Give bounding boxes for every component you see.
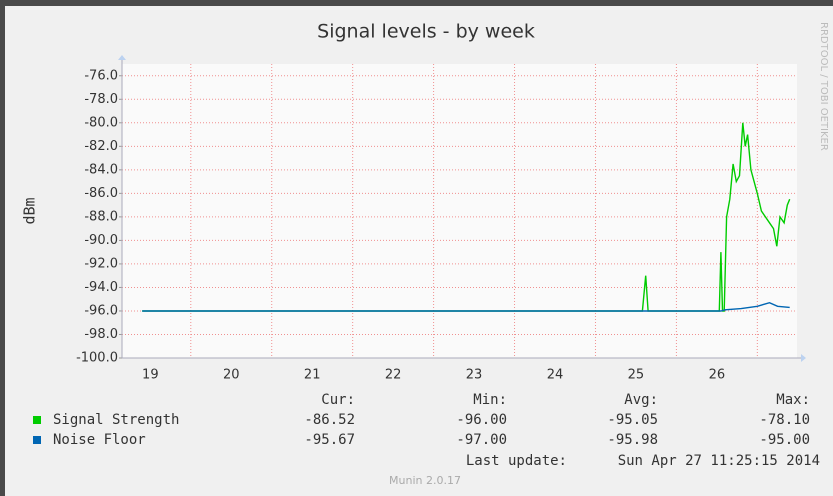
legend-stat: -86.52 <box>304 412 355 428</box>
x-tick-label: 20 <box>223 368 240 383</box>
x-tick-label: 25 <box>628 368 645 383</box>
x-tick-label: 22 <box>385 368 402 383</box>
axis-arrow <box>801 354 806 362</box>
legend-stat: -95.00 <box>759 432 810 448</box>
y-tick-label: -80.0 <box>84 115 118 130</box>
y-tick-label: -92.0 <box>84 256 118 271</box>
y-tick-label: -78.0 <box>84 92 118 107</box>
y-axis-label: dBm <box>21 197 39 224</box>
y-tick-label: -96.0 <box>84 303 118 318</box>
y-tick-label: -86.0 <box>84 186 118 201</box>
legend-stat: -78.10 <box>759 412 810 428</box>
x-tick-label: 23 <box>466 368 483 383</box>
side-text: RRDTOOL / TOBI OETIKER <box>818 22 829 151</box>
legend-stat: -95.05 <box>607 412 658 428</box>
legend-stat: -97.00 <box>456 432 507 448</box>
y-tick-label: -76.0 <box>84 68 118 83</box>
x-tick-label: 26 <box>709 368 726 383</box>
x-tick-label: 24 <box>547 368 564 383</box>
legend-header: Max: <box>776 392 810 408</box>
legend-stat: -95.67 <box>304 432 355 448</box>
last-update-label: Last update: <box>466 453 567 469</box>
plot-area <box>122 64 797 358</box>
legend-header: Cur: <box>321 392 355 408</box>
legend-swatch <box>33 436 41 444</box>
legend-header: Avg: <box>624 392 658 408</box>
y-tick-label: -90.0 <box>84 233 118 248</box>
legend-swatch <box>33 416 41 424</box>
axis-arrow <box>118 55 126 60</box>
chart-title: Signal levels - by week <box>317 21 535 43</box>
y-tick-label: -98.0 <box>84 327 118 342</box>
series-line <box>142 301 790 312</box>
y-tick-label: -94.0 <box>84 280 118 295</box>
x-tick-label: 21 <box>304 368 321 383</box>
y-tick-label: -88.0 <box>84 209 118 224</box>
legend-stat: -95.98 <box>607 432 658 448</box>
y-tick-label: -82.0 <box>84 139 118 154</box>
y-tick-label: -84.0 <box>84 162 118 177</box>
legend-label: Noise Floor <box>53 432 146 448</box>
footer: Munin 2.0.17 <box>389 474 461 487</box>
series-line <box>142 122 791 312</box>
y-tick-label: -100.0 <box>76 351 118 366</box>
last-update: Sun Apr 27 11:25:15 2014 <box>618 453 820 469</box>
x-tick-label: 19 <box>142 368 159 383</box>
legend-header: Min: <box>473 392 507 408</box>
legend-label: Signal Strength <box>53 412 179 428</box>
legend-stat: -96.00 <box>456 412 507 428</box>
